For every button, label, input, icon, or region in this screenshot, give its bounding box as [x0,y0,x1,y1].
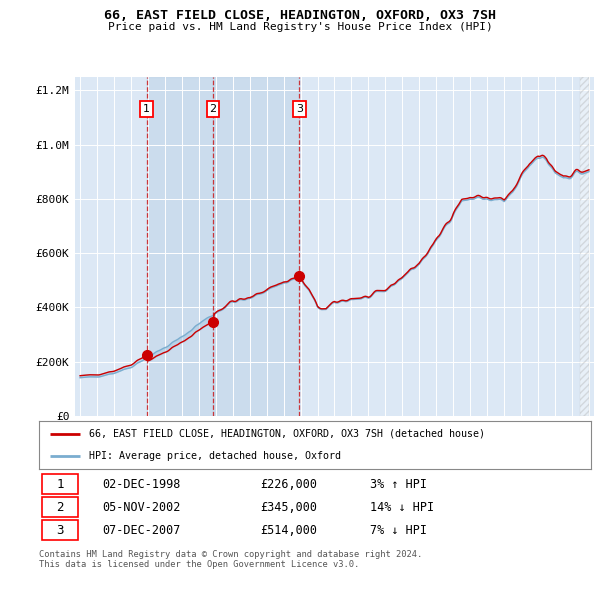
Text: 2: 2 [56,501,64,514]
Text: Price paid vs. HM Land Registry's House Price Index (HPI): Price paid vs. HM Land Registry's House … [107,22,493,32]
Text: 66, EAST FIELD CLOSE, HEADINGTON, OXFORD, OX3 7SH (detached house): 66, EAST FIELD CLOSE, HEADINGTON, OXFORD… [89,429,485,439]
FancyBboxPatch shape [42,474,77,494]
Text: HPI: Average price, detached house, Oxford: HPI: Average price, detached house, Oxfo… [89,451,341,461]
Text: £514,000: £514,000 [260,524,317,537]
Text: 3: 3 [56,524,64,537]
Text: 05-NOV-2002: 05-NOV-2002 [103,501,181,514]
Text: 02-DEC-1998: 02-DEC-1998 [103,478,181,491]
Text: 3: 3 [296,104,303,114]
Text: 7% ↓ HPI: 7% ↓ HPI [370,524,427,537]
Text: Contains HM Land Registry data © Crown copyright and database right 2024.
This d: Contains HM Land Registry data © Crown c… [39,550,422,569]
Text: 14% ↓ HPI: 14% ↓ HPI [370,501,434,514]
Text: 3% ↑ HPI: 3% ↑ HPI [370,478,427,491]
FancyBboxPatch shape [42,497,77,517]
Text: 66, EAST FIELD CLOSE, HEADINGTON, OXFORD, OX3 7SH: 66, EAST FIELD CLOSE, HEADINGTON, OXFORD… [104,9,496,22]
Text: £226,000: £226,000 [260,478,317,491]
Text: 1: 1 [143,104,150,114]
Text: £345,000: £345,000 [260,501,317,514]
Text: 2: 2 [209,104,217,114]
Bar [213,77,299,416]
Bar [146,77,213,416]
FancyBboxPatch shape [42,520,77,540]
Text: 07-DEC-2007: 07-DEC-2007 [103,524,181,537]
Text: 1: 1 [56,478,64,491]
